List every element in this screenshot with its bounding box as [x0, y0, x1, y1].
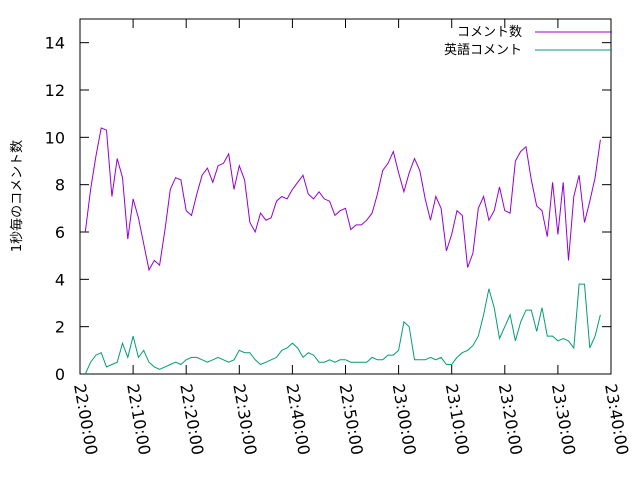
legend-label-comments: コメント数 [457, 25, 522, 40]
y-axis-label: 1秒毎のコメント数 [9, 140, 25, 252]
y-tick-label: 10 [45, 128, 65, 147]
y-tick-label: 14 [45, 34, 65, 53]
series-layer [84, 127, 601, 375]
series-line-english-comments [84, 283, 601, 375]
legend: コメント数 英語コメント [444, 25, 612, 58]
x-tick-label: 23:40:00 [601, 382, 632, 456]
plot-frame [79, 18, 612, 375]
x-tick-label: 22:20:00 [176, 382, 207, 456]
x-tick-label: 23:10:00 [442, 382, 473, 456]
y-tick-label: 2 [55, 318, 65, 337]
x-axis-ticks: 22:00:00 22:10:00 22:20:00 22:30:00 22:40:00… [70, 19, 632, 456]
x-tick-label: 23:00:00 [389, 382, 420, 456]
x-tick-label: 22:00:00 [70, 382, 101, 456]
y-tick-label: 6 [55, 223, 65, 242]
x-tick-label: 22:50:00 [336, 382, 367, 456]
legend-label-english-comments: 英語コメント [444, 42, 522, 58]
y-tick-label: 8 [55, 176, 65, 195]
y-tick-label: 12 [45, 81, 65, 100]
series-line-comments [84, 127, 601, 272]
y-tick-label: 4 [55, 270, 65, 289]
y-tick-label: 0 [55, 365, 65, 384]
x-tick-label: 22:10:00 [123, 382, 154, 456]
x-tick-label: 22:40:00 [282, 382, 313, 456]
x-tick-label: 23:30:00 [548, 382, 579, 456]
x-tick-label: 23:20:00 [495, 382, 526, 456]
y-axis-ticks: 0 2 4 6 8 10 12 14 [45, 34, 611, 384]
x-tick-label: 22:30:00 [229, 382, 260, 456]
